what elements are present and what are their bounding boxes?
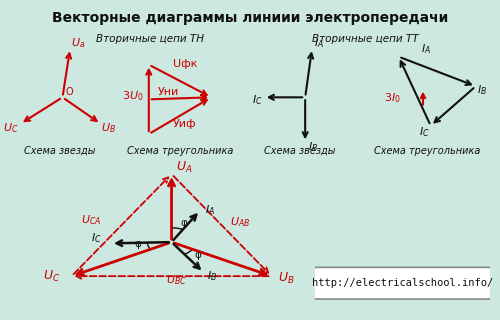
Text: $U_C$: $U_C$: [43, 268, 60, 284]
Text: $U_B$: $U_B$: [278, 271, 295, 286]
FancyBboxPatch shape: [313, 268, 492, 299]
Text: $3U_0$: $3U_0$: [122, 89, 144, 103]
Text: http://electricalschool.info/: http://electricalschool.info/: [312, 278, 493, 288]
Text: $I_B$: $I_B$: [477, 84, 487, 98]
Text: Схема треугольника: Схема треугольника: [127, 146, 233, 156]
Text: $I_B$: $I_B$: [308, 140, 318, 154]
Text: $I_C$: $I_C$: [252, 93, 262, 107]
Text: $U_B$: $U_B$: [101, 121, 116, 135]
Text: $U_{BC}$: $U_{BC}$: [166, 274, 186, 287]
Text: Схема треугольника: Схема треугольника: [374, 146, 480, 156]
Text: $I_B$: $I_B$: [206, 269, 216, 283]
Text: $3I_0$: $3I_0$: [384, 91, 401, 105]
Text: φ: φ: [180, 218, 188, 228]
Text: φ: φ: [134, 239, 141, 249]
Text: $I_C$: $I_C$: [91, 232, 102, 245]
Text: Uфк: Uфк: [173, 59, 197, 69]
Text: Схема звезды: Схема звезды: [264, 146, 336, 156]
Text: $I_A$: $I_A$: [204, 203, 214, 217]
Text: $U_C$: $U_C$: [3, 121, 18, 135]
Text: Вторичные цепи ТН: Вторичные цепи ТН: [96, 34, 204, 44]
Text: Вторичные цепи ТТ: Вторичные цепи ТТ: [312, 34, 418, 44]
Text: $I_A$: $I_A$: [314, 36, 324, 50]
Text: $I_A$: $I_A$: [421, 42, 431, 56]
Text: Уни: Уни: [158, 87, 178, 97]
Text: $I_C$: $I_C$: [419, 125, 430, 140]
Text: $U_A$: $U_A$: [176, 160, 192, 175]
Text: $U_{CA}$: $U_{CA}$: [81, 213, 102, 227]
Text: $U_a$: $U_a$: [71, 36, 86, 50]
Text: Уиф: Уиф: [173, 119, 197, 129]
Text: $U_{AB}$: $U_{AB}$: [230, 215, 250, 229]
Text: φ: φ: [194, 250, 201, 260]
Text: Схема звезды: Схема звезды: [24, 146, 96, 156]
Text: O: O: [66, 87, 73, 97]
Text: Векторные диаграммы линиии электропередачи: Векторные диаграммы линиии электропереда…: [52, 11, 448, 25]
